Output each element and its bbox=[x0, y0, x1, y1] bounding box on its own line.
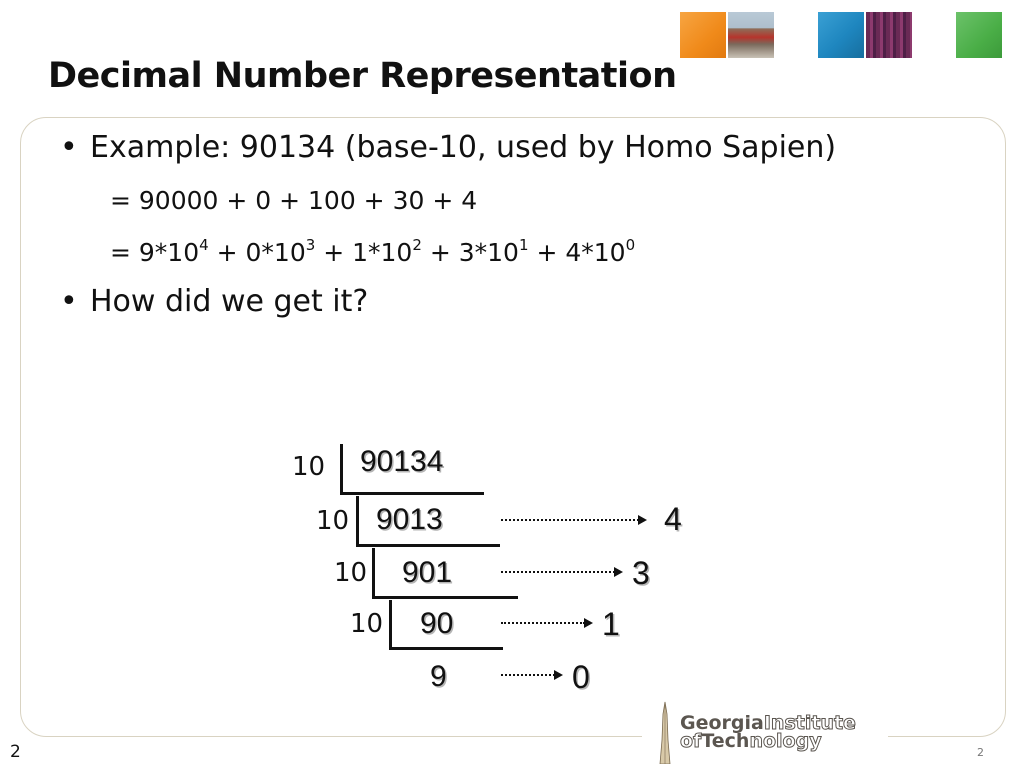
bullet-dot-icon: • bbox=[60, 284, 78, 319]
bullet-dot-icon: • bbox=[60, 130, 78, 165]
bullet-example: • Example: 90134 (base-10, used by Homo S… bbox=[60, 130, 836, 165]
expansion-sum-line: = 90000 + 0 + 100 + 30 + 4 bbox=[110, 186, 478, 215]
slide-title: Decimal Number Representation bbox=[48, 56, 677, 96]
term-exponent: 2 bbox=[412, 236, 422, 254]
green-square-decoration bbox=[956, 12, 1002, 58]
remainder-value: 1 bbox=[602, 606, 620, 642]
orange-square-decoration bbox=[680, 12, 726, 58]
dividend-value: 90 bbox=[420, 607, 454, 640]
division-bracket-horizontal bbox=[356, 544, 500, 547]
dividend-value: 90134 bbox=[360, 445, 444, 478]
campus-photo-thumbnail bbox=[728, 12, 774, 58]
term-separator: + bbox=[421, 238, 459, 267]
divisor-label: 10 bbox=[350, 609, 384, 639]
division-bracket-vertical bbox=[340, 444, 343, 494]
page-number: 2 bbox=[10, 742, 21, 762]
power-line-prefix: = bbox=[110, 238, 139, 267]
logo-word-institute: Institute bbox=[763, 712, 856, 734]
logo-word-georgia: Georgia bbox=[680, 712, 764, 734]
logo-word-tech: Tech bbox=[701, 730, 750, 752]
logo-word-of: of bbox=[679, 730, 702, 752]
divisor-label: 10 bbox=[334, 558, 368, 588]
division-bracket-horizontal bbox=[372, 596, 518, 599]
term-exponent: 0 bbox=[625, 236, 636, 254]
remainder-value: 4 bbox=[664, 501, 682, 537]
logo-word-nology: nology bbox=[749, 730, 822, 752]
division-bracket-horizontal bbox=[389, 647, 503, 650]
dividend-value: 901 bbox=[402, 556, 453, 589]
division-bracket-horizontal bbox=[340, 492, 484, 495]
arrow-right-icon bbox=[501, 515, 647, 525]
arrow-right-icon bbox=[501, 670, 563, 680]
term-exponent: 1 bbox=[518, 236, 529, 254]
dividend-value: 9 bbox=[430, 660, 447, 693]
bullet-question-text: How did we get it? bbox=[90, 284, 369, 319]
divisor-label: 10 bbox=[292, 452, 326, 482]
term-coef: 1*10 bbox=[352, 238, 413, 267]
circuit-photo-thumbnail bbox=[866, 12, 912, 58]
term-exponent: 3 bbox=[305, 236, 316, 254]
content-box bbox=[20, 117, 1006, 737]
bullet-question: • How did we get it? bbox=[60, 284, 368, 319]
term-coef: 9*10 bbox=[138, 238, 200, 267]
remainder-value: 0 bbox=[572, 659, 590, 695]
divisor-label: 10 bbox=[316, 506, 350, 536]
term-separator: + bbox=[528, 238, 566, 267]
division-bracket-vertical bbox=[356, 496, 359, 546]
division-bracket-vertical bbox=[372, 548, 375, 598]
power-expansion-line: = 9*104 + 0*103 + 1*102 + 3*101 + 4*100 bbox=[110, 236, 635, 267]
dividend-value: 9013 bbox=[376, 503, 443, 536]
term-coef: 0*10 bbox=[245, 238, 306, 267]
page-number-small: 2 bbox=[977, 746, 984, 759]
blue-square-decoration bbox=[818, 12, 864, 58]
term-separator: + bbox=[208, 238, 246, 267]
arrow-right-icon bbox=[501, 618, 593, 628]
term-coef: 4*10 bbox=[565, 238, 626, 267]
bullet-example-text: Example: 90134 (base-10, used by Homo Sa… bbox=[90, 130, 837, 165]
arrow-right-icon bbox=[501, 567, 623, 577]
tech-tower-icon bbox=[654, 700, 676, 764]
georgia-tech-logo: GeorgiaInstitute ofTechnology bbox=[642, 698, 888, 768]
term-coef: 3*10 bbox=[458, 238, 519, 267]
term-separator: + bbox=[315, 238, 353, 267]
term-exponent: 4 bbox=[199, 236, 209, 254]
division-bracket-vertical bbox=[389, 600, 392, 648]
remainder-value: 3 bbox=[632, 555, 650, 591]
logo-wordmark: GeorgiaInstitute ofTechnology bbox=[679, 712, 856, 752]
